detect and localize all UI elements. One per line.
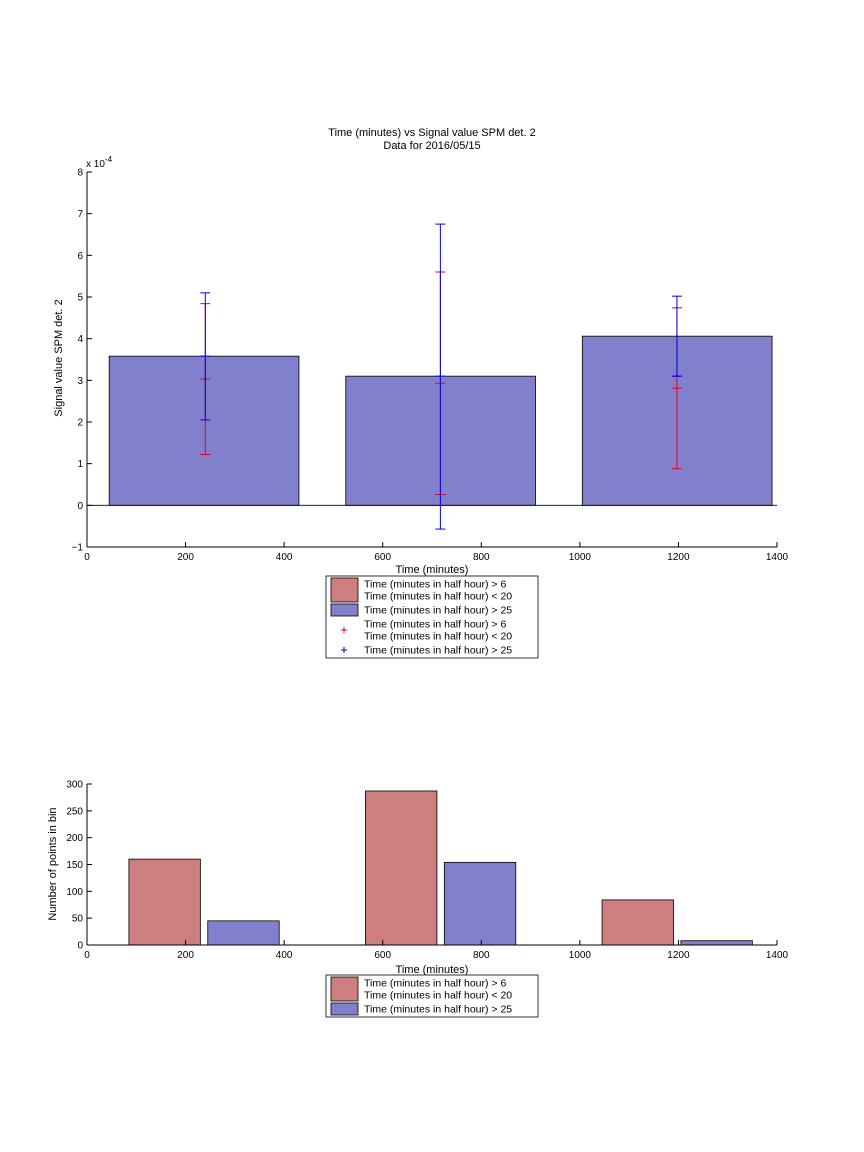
y-tick-label: 300 xyxy=(66,780,83,791)
x-tick-label: 1000 xyxy=(569,552,592,563)
legend-item-4: Time (minutes in half hour) > 25 xyxy=(341,645,512,657)
y-tick-label: 0 xyxy=(77,941,83,952)
legend-box xyxy=(325,974,539,1018)
x-tick-label: 600 xyxy=(374,552,391,563)
y-exponent-base: x 10 xyxy=(86,159,105,170)
legend-label: Time (minutes in half hour) < 20 xyxy=(364,990,512,1002)
bar-1 xyxy=(128,858,201,946)
chart-subtitle: Data for 2016/05/15 xyxy=(383,140,480,152)
bars xyxy=(128,790,753,946)
y-exponent-label: x 10-4 xyxy=(86,155,113,170)
y-axis-label: Signal value SPM det. 2 xyxy=(53,299,65,416)
x-tick-label: 1200 xyxy=(667,950,690,961)
x-tick-labels: 0 200 400 600 800 1000 1200 1400 xyxy=(84,552,788,563)
legend-label: Time (minutes in half hour) > 6 xyxy=(364,579,506,591)
legend-marker xyxy=(341,647,347,653)
y-tick-labels: −1 0 1 2 3 4 5 6 7 8 xyxy=(72,168,84,554)
y-tick-label: 100 xyxy=(66,887,83,898)
y-tick-label: 8 xyxy=(77,168,83,179)
x-tick-label: 0 xyxy=(84,552,90,563)
y-tick-label: 150 xyxy=(66,860,83,871)
bar-3 xyxy=(365,790,438,946)
y-tick-label: 50 xyxy=(72,914,84,925)
legend-item-2: Time (minutes in half hour) > 25 xyxy=(330,603,512,617)
bar-4 xyxy=(443,861,517,946)
count-chart: 0 200 400 600 800 1000 1200 1400 0 50 100 150 200 25… xyxy=(47,780,789,1018)
legend-box xyxy=(325,575,539,659)
signal-chart: Time (minutes) vs Signal value SPM det. … xyxy=(53,127,789,659)
y-tick-label: 1 xyxy=(77,459,83,470)
bar-6 xyxy=(680,940,753,946)
legend-label: Time (minutes in half hour) > 25 xyxy=(364,645,512,657)
legend-label: Time (minutes in half hour) > 25 xyxy=(364,1004,512,1016)
y-tick-labels: 0 50 100 150 200 250 300 xyxy=(66,780,83,952)
legend-label: Time (minutes in half hour) > 6 xyxy=(364,619,506,631)
bar-5 xyxy=(601,899,674,946)
x-tick-label: 800 xyxy=(473,552,490,563)
bar-2 xyxy=(207,920,280,946)
y-tick-label: 0 xyxy=(77,501,83,512)
chart-title: Time (minutes) vs Signal value SPM det. … xyxy=(328,127,535,139)
bar-1 xyxy=(108,355,300,506)
legend-item-2: Time (minutes in half hour) > 25 xyxy=(330,1002,512,1016)
errorbar-blue-6 xyxy=(671,295,682,377)
x-tick-label: 1400 xyxy=(766,950,789,961)
legend-swatch xyxy=(330,1002,359,1016)
errorbar-blue-2 xyxy=(200,292,211,421)
x-axis-label: Time (minutes) xyxy=(396,964,469,976)
legend-label: Time (minutes in half hour) > 25 xyxy=(364,605,512,617)
axes xyxy=(86,783,778,946)
y-axis-label: Number of points in bin xyxy=(47,807,59,920)
legend-swatch xyxy=(330,603,359,617)
legend-swatch xyxy=(330,577,359,603)
errorbar-blue-4 xyxy=(435,223,446,530)
y-tick-label: 200 xyxy=(66,833,83,844)
error-bars xyxy=(200,223,682,530)
x-tick-label: 1000 xyxy=(569,950,592,961)
y-exponent-power: -4 xyxy=(105,155,113,164)
x-tick-label: 1400 xyxy=(766,552,789,563)
x-tick-label: 600 xyxy=(374,950,391,961)
x-axis-label: Time (minutes) xyxy=(396,564,469,576)
y-tick-label: 3 xyxy=(77,376,83,387)
y-tick-label: −1 xyxy=(72,543,84,554)
y-tick-label: 250 xyxy=(66,806,83,817)
legend-swatch xyxy=(330,976,359,1002)
y-tick-label: 4 xyxy=(77,334,83,345)
legend-label: Time (minutes in half hour) > 6 xyxy=(364,978,506,990)
y-tick-label: 5 xyxy=(77,293,83,304)
x-tick-label: 400 xyxy=(276,552,293,563)
x-tick-labels: 0 200 400 600 800 1000 1200 1400 xyxy=(84,950,788,961)
x-tick-label: 1200 xyxy=(667,552,690,563)
x-tick-label: 0 xyxy=(84,950,90,961)
y-tick-label: 7 xyxy=(77,209,83,220)
legend-label: Time (minutes in half hour) < 20 xyxy=(364,591,512,603)
x-tick-label: 800 xyxy=(473,950,490,961)
x-tick-label: 400 xyxy=(276,950,293,961)
legend-label: Time (minutes in half hour) < 20 xyxy=(364,631,512,643)
x-tick-label: 200 xyxy=(177,950,194,961)
axes xyxy=(86,171,778,548)
legend-marker xyxy=(341,627,347,633)
y-tick-label: 6 xyxy=(77,251,83,262)
y-tick-label: 2 xyxy=(77,418,83,429)
x-tick-label: 200 xyxy=(177,552,194,563)
